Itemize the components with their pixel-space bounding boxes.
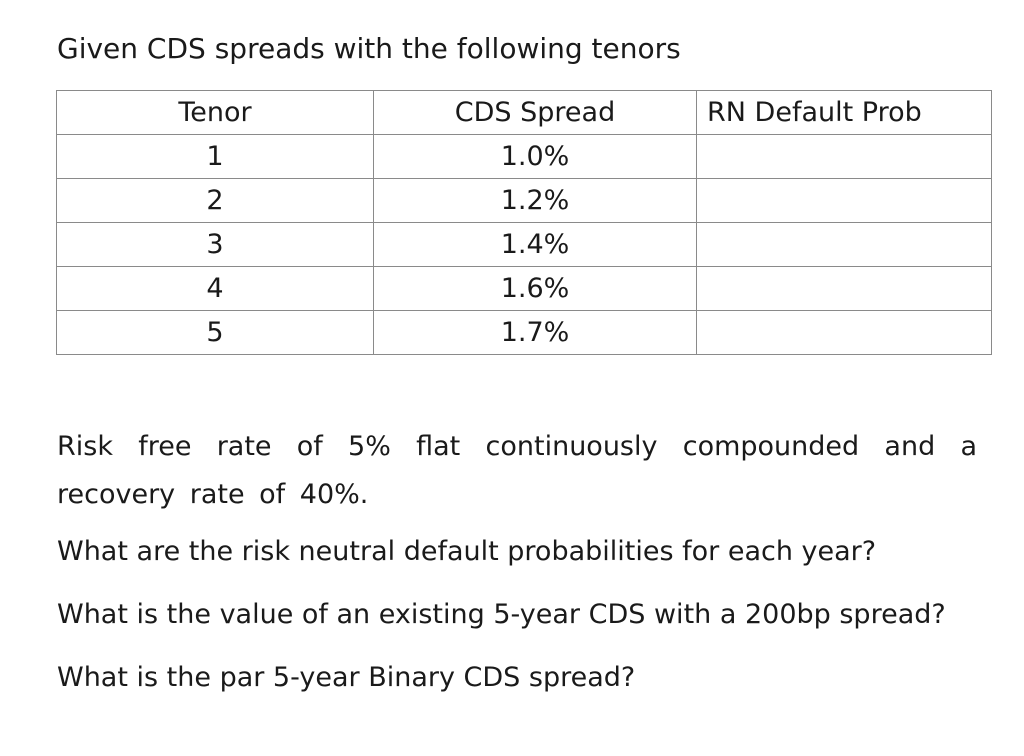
question-existing-cds-value: What is the value of an existing 5-year … xyxy=(57,599,946,630)
question-binary-cds-spread: What is the par 5-year Binary CDS spread… xyxy=(57,662,636,693)
header-cds-spread: CDS Spread xyxy=(373,90,697,135)
cell-cds-spread: 1.2% xyxy=(373,178,697,223)
cell-rn-default-prob xyxy=(696,134,992,179)
table-row: 5 1.7% xyxy=(56,310,992,355)
cell-cds-spread: 1.0% xyxy=(373,134,697,179)
header-tenor: Tenor xyxy=(56,90,374,135)
cell-cds-spread: 1.7% xyxy=(373,310,697,355)
cell-rn-default-prob xyxy=(696,310,992,355)
cell-rn-default-prob xyxy=(696,266,992,311)
table-row: 3 1.4% xyxy=(56,222,992,267)
cell-tenor: 2 xyxy=(56,178,374,223)
cell-tenor: 3 xyxy=(56,222,374,267)
cell-tenor: 1 xyxy=(56,134,374,179)
table-row: 2 1.2% xyxy=(56,178,992,223)
cell-rn-default-prob xyxy=(696,178,992,223)
header-rn-default-prob: RN Default Prob xyxy=(696,90,992,135)
cell-tenor: 4 xyxy=(56,266,374,311)
table-row: 4 1.6% xyxy=(56,266,992,311)
question-default-probabilities: What are the risk neutral default probab… xyxy=(57,536,877,567)
cell-cds-spread: 1.4% xyxy=(373,222,697,267)
cell-rn-default-prob xyxy=(696,222,992,267)
document-heading: Given CDS spreads with the following ten… xyxy=(57,32,681,65)
cell-cds-spread: 1.6% xyxy=(373,266,697,311)
cds-spread-table: Tenor CDS Spread RN Default Prob 1 1.0% … xyxy=(56,90,992,355)
assumptions-paragraph: Risk free rate of 5% flat continuously c… xyxy=(57,431,977,510)
cell-tenor: 5 xyxy=(56,310,374,355)
table-header-row: Tenor CDS Spread RN Default Prob xyxy=(56,90,992,135)
table-row: 1 1.0% xyxy=(56,134,992,179)
